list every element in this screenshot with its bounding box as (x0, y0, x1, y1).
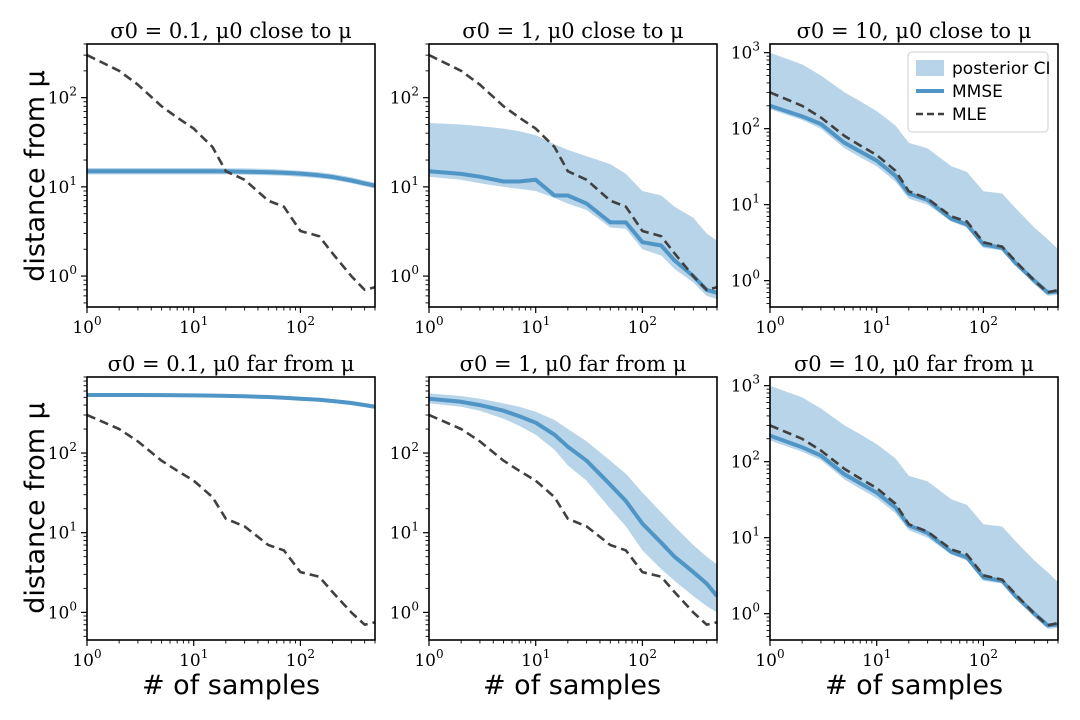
y-tick-label: 102 (48, 85, 77, 109)
plot-area (429, 53, 717, 300)
mmse-line (87, 393, 375, 409)
x-tick-label: 100 (755, 314, 784, 338)
y-tick-label: 101 (390, 520, 419, 544)
axes-frame (769, 376, 1059, 641)
axes-frame (428, 376, 718, 641)
y-tick-label: 100 (731, 601, 760, 625)
xlabel-middle: # of samples (483, 670, 661, 701)
x-tick-label: 101 (521, 314, 550, 338)
panel-title: σ0 = 0.1, μ0 far from μ (108, 352, 355, 376)
mmse-line (429, 396, 717, 598)
plot-area (770, 52, 1058, 296)
panel-5: 100 101 102 100 101 102 σ0 = 1, μ0 far from μ (390, 352, 718, 671)
legend-label: MMSE (952, 82, 1003, 102)
x-tick-label: 102 (628, 314, 657, 338)
legend-label: posterior CI (952, 59, 1051, 79)
y-tick-label: 100 (48, 599, 77, 623)
x-tick-label: 101 (862, 314, 891, 338)
y-tick-label: 100 (390, 599, 419, 623)
y-tick-label: 100 (390, 263, 419, 287)
plot-area (87, 53, 375, 292)
panel-4: 100 101 102 100 101 102 σ0 = 0.1, μ0 far from … (48, 352, 376, 671)
panel-3: 100 101 102 100 101 102 103 σ0 = 10, μ0 close t… (731, 19, 1059, 338)
mle-line (87, 53, 375, 292)
y-tick-label: 101 (48, 520, 77, 544)
mle-line (429, 53, 717, 292)
y-tick-label: 102 (731, 116, 760, 140)
legend-swatch-ci (916, 60, 944, 76)
y-tick-label: 102 (48, 440, 77, 464)
y-tick-label: 100 (731, 268, 760, 292)
ci-band (429, 393, 717, 613)
panel-1: 100 101 102 100 101 102 σ0 = 0.1, μ0 close to … (48, 19, 376, 338)
y-tick-label: 101 (731, 525, 760, 549)
x-tick-label: 100 (414, 314, 443, 338)
legend-label: MLE (952, 105, 987, 125)
plot-area (429, 393, 717, 627)
legend: posterior CI MMSE MLE (907, 51, 1051, 133)
x-tick-label: 100 (72, 314, 101, 338)
y-tick-label: 101 (731, 192, 760, 216)
axes-frame (428, 43, 718, 308)
x-tick-label: 101 (862, 647, 891, 671)
ci-band (770, 385, 1058, 629)
xlabel-left: # of samples (142, 670, 320, 701)
xlabel-right: # of samples (825, 670, 1003, 701)
y-tick-label: 100 (48, 263, 77, 287)
y-tick-label: 102 (390, 440, 419, 464)
y-tick-label: 103 (731, 373, 760, 397)
axes-frame (86, 376, 376, 641)
x-tick-label: 100 (755, 647, 784, 671)
y-tick-label: 101 (48, 174, 77, 198)
x-tick-label: 101 (179, 314, 208, 338)
panel-title: σ0 = 1, μ0 close to μ (462, 19, 683, 43)
mle-line (770, 91, 1058, 294)
x-tick-label: 102 (286, 647, 315, 671)
panel-title: σ0 = 10, μ0 close to μ (797, 19, 1032, 43)
mle-line (429, 413, 717, 627)
panel-title: σ0 = 1, μ0 far from μ (460, 352, 687, 376)
panel-6: 100 101 102 100 101 102 103 σ0 = 10, μ0 far fro… (731, 352, 1059, 671)
ci-band (770, 52, 1058, 296)
x-tick-label: 100 (72, 647, 101, 671)
mmse-line (429, 169, 717, 295)
panel-title: σ0 = 0.1, μ0 close to μ (110, 19, 351, 43)
x-tick-label: 101 (521, 647, 550, 671)
panels: 100 101 102 100 101 102 σ0 = 0.1, μ0 close to … (48, 19, 1059, 671)
axes-frame (86, 43, 376, 308)
x-tick-label: 101 (179, 647, 208, 671)
ci-band (429, 123, 717, 300)
y-tick-label: 101 (390, 174, 419, 198)
panel-title: σ0 = 10, μ0 far from μ (794, 352, 1034, 376)
mmse-line (87, 169, 375, 188)
ylabel-bottom: distance from μ (20, 402, 51, 614)
plot-area (87, 393, 375, 627)
x-tick-label: 102 (969, 314, 998, 338)
x-tick-label: 102 (628, 647, 657, 671)
mle-line (770, 424, 1058, 627)
mle-line (87, 413, 375, 627)
x-tick-label: 100 (414, 647, 443, 671)
axes-frame (769, 43, 1059, 308)
x-tick-label: 102 (286, 314, 315, 338)
ylabel-top: distance from μ (20, 70, 51, 282)
y-tick-label: 102 (390, 85, 419, 109)
y-tick-label: 102 (731, 449, 760, 473)
panel-2: 100 101 102 100 101 102 σ0 = 1, μ0 close to μ (390, 19, 718, 338)
y-tick-label: 103 (731, 40, 760, 64)
plot-area (770, 385, 1058, 629)
x-tick-label: 102 (969, 647, 998, 671)
